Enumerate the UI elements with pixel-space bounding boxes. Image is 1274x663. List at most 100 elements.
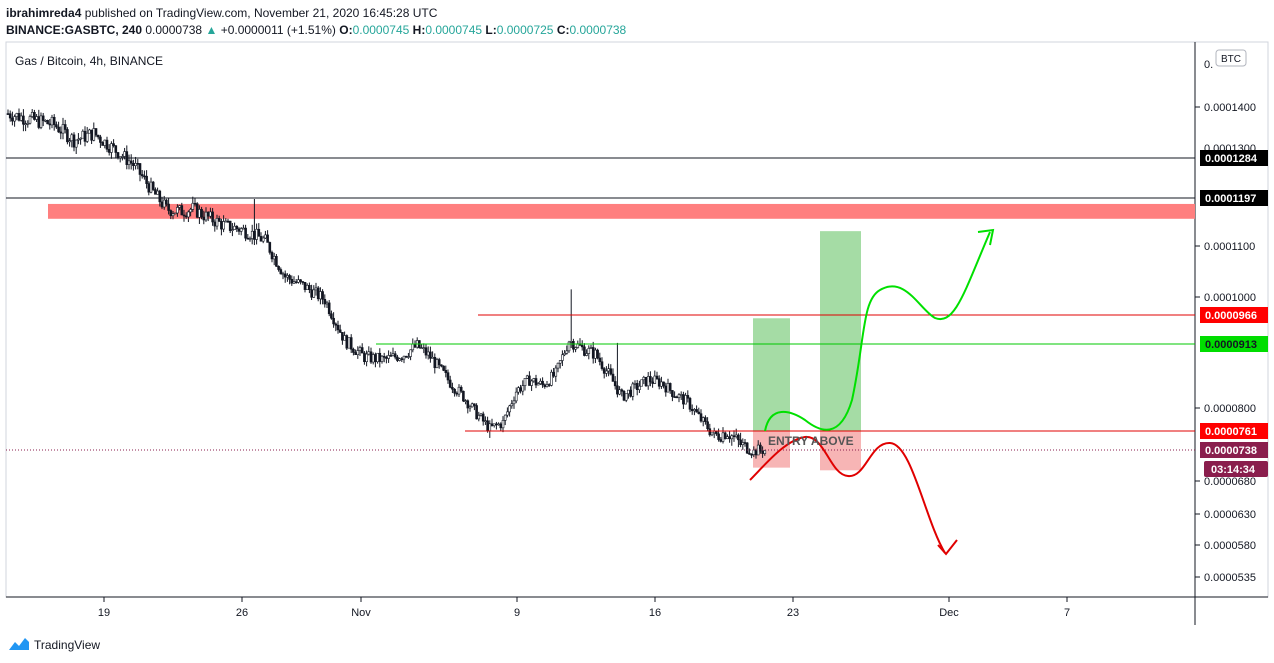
symbol-name[interactable]: BINANCE:GASBTC, 240	[6, 23, 143, 37]
target-box-2	[820, 231, 861, 431]
candle-body	[286, 275, 289, 278]
symbol-info-line: BINANCE:GASBTC, 240 0.0000738 ▲ +0.00000…	[6, 22, 626, 38]
time-tick-label: 9	[514, 607, 520, 619]
tradingview-brand[interactable]: TradingView	[34, 638, 101, 652]
candle-body	[618, 389, 621, 395]
candle-body	[310, 289, 313, 298]
high-label: H:	[412, 23, 426, 37]
candle-body	[741, 442, 745, 446]
candle-body	[345, 335, 349, 349]
candle-body	[572, 341, 575, 350]
candle-body	[600, 361, 604, 369]
candle-body	[708, 428, 712, 436]
candle-body	[523, 378, 527, 387]
author-name[interactable]: ibrahimreda4	[6, 6, 82, 20]
candle-body	[255, 228, 258, 240]
candle-body	[644, 376, 648, 387]
candle-body	[48, 123, 52, 126]
candle-body	[136, 163, 140, 165]
candle-body	[79, 137, 82, 140]
candle-body	[281, 273, 285, 276]
candle-body	[679, 394, 683, 396]
candle-body	[629, 389, 632, 397]
candle-body	[279, 269, 283, 275]
candle-body	[598, 357, 602, 363]
candle-body	[761, 450, 764, 454]
candle-body	[638, 385, 641, 390]
candle-body	[140, 174, 144, 177]
candle-body	[173, 212, 177, 215]
candle-body	[88, 129, 91, 134]
bearish-arrow-icon	[937, 539, 958, 556]
candle-body	[158, 190, 162, 203]
candle-body	[336, 324, 340, 331]
candle-body	[653, 375, 657, 384]
close-label: C:	[556, 23, 570, 37]
candle-body	[224, 220, 228, 223]
candle-body	[129, 160, 133, 164]
candle-body	[55, 124, 58, 128]
candle-body	[455, 392, 459, 395]
candle-body	[552, 371, 555, 377]
candle-body	[314, 287, 318, 291]
candle-body	[558, 360, 562, 364]
up-triangle-icon: ▲	[205, 23, 218, 37]
candle-body	[332, 317, 335, 325]
candle-body	[717, 433, 720, 440]
candle-body	[41, 115, 45, 121]
candle-body	[594, 349, 597, 359]
candle-body	[719, 439, 723, 442]
price-chart[interactable]: Gas / Bitcoin, 4h, BINANCE 0.00014000.00…	[0, 0, 1274, 628]
candle-body	[660, 381, 663, 387]
candle-body	[550, 371, 553, 386]
candle-body	[704, 417, 707, 423]
candle-body	[671, 390, 674, 397]
candle-body	[380, 355, 384, 362]
candle-body	[488, 423, 492, 432]
candle-body	[495, 423, 498, 426]
candle-body	[545, 384, 549, 387]
candle-body	[235, 225, 239, 230]
candle-body	[209, 211, 212, 217]
price-badge	[1200, 423, 1268, 439]
candle-body	[534, 378, 538, 386]
candle-body	[651, 381, 654, 384]
chart-title: Gas / Bitcoin, 4h, BINANCE	[15, 54, 163, 68]
price-axis[interactable]: 0.0001400 0.0001100 0.0001000 0.0000800 0.00…	[1195, 49, 1256, 584]
candle-body	[607, 368, 610, 372]
candle-body	[72, 134, 76, 148]
candle-body	[605, 370, 608, 374]
tradingview-logo-icon[interactable]	[8, 636, 30, 652]
horizontal-levels[interactable]	[6, 157, 1195, 451]
bullish-arrow-icon	[977, 228, 995, 246]
candle-body	[429, 351, 432, 359]
candle-body	[193, 202, 197, 205]
time-axis[interactable]: 19 26 Nov 9 16 23 Dec 7	[98, 597, 1070, 619]
candle-body	[338, 329, 342, 333]
candle-body	[154, 189, 157, 195]
candle-body	[378, 352, 382, 362]
candle-body	[213, 221, 217, 227]
candle-body	[391, 353, 395, 356]
candle-body	[451, 387, 454, 390]
candle-body	[299, 279, 302, 282]
candle-body	[195, 203, 199, 218]
candle-body	[343, 335, 346, 341]
countdown-badge	[1204, 461, 1268, 477]
published-text: published on TradingView.com, November 2…	[84, 6, 438, 20]
drawings[interactable]: ENTRY ABOVE	[749, 228, 995, 556]
candle-body	[440, 364, 443, 367]
candle-body	[46, 120, 49, 125]
candle-body	[151, 181, 155, 190]
candle-body	[325, 302, 329, 305]
candle-body	[182, 214, 186, 217]
candle-body	[127, 160, 131, 165]
candle-body	[574, 347, 577, 350]
candle-body	[184, 215, 188, 218]
candle-body	[105, 139, 109, 150]
candle-body	[66, 129, 69, 143]
candle-body	[609, 368, 613, 375]
price-badge-label: 0.0001197	[1205, 193, 1256, 205]
price-badge-label: 0.0000761	[1205, 426, 1257, 438]
candle-body	[250, 230, 254, 239]
